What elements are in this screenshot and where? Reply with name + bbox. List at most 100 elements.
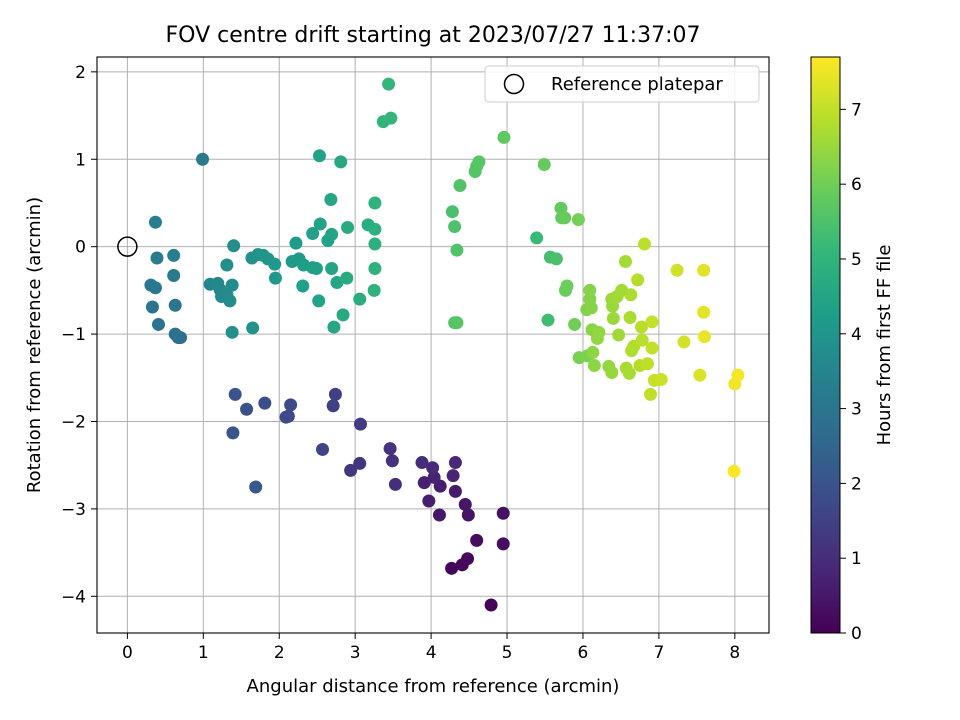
data-point <box>537 158 551 172</box>
y-tick-label: 0 <box>75 238 86 258</box>
data-point <box>697 330 711 344</box>
legend-box <box>484 65 760 103</box>
data-point <box>368 262 382 276</box>
data-point <box>587 359 601 373</box>
data-point <box>325 227 339 241</box>
data-point <box>367 283 381 297</box>
data-point <box>344 463 358 477</box>
data-point <box>312 294 326 308</box>
data-point <box>426 461 440 475</box>
x-tick-label: 2 <box>274 643 285 663</box>
x-axis-ticks: 0 1 2 3 4 5 6 7 8 <box>122 633 740 663</box>
data-point <box>168 327 182 341</box>
data-point <box>353 417 367 431</box>
y-axis-label: Rotation from reference (arcmin) <box>24 197 45 493</box>
data-point <box>586 345 600 359</box>
x-tick-label: 7 <box>653 643 664 663</box>
x-tick-label: 6 <box>578 643 589 663</box>
colorbar-tick-label: 0 <box>851 624 862 644</box>
x-tick-label: 4 <box>426 643 437 663</box>
data-point <box>284 398 298 412</box>
data-point <box>223 294 237 308</box>
data-point <box>549 252 563 266</box>
data-point <box>432 508 446 522</box>
data-point <box>446 469 460 483</box>
data-point <box>472 155 486 169</box>
data-point <box>306 227 320 241</box>
legend-open-circle-marker <box>503 73 525 95</box>
colorbar-gradient <box>810 56 841 634</box>
data-point <box>422 494 436 508</box>
data-point <box>427 470 441 484</box>
data-point <box>448 484 462 498</box>
data-point <box>384 111 398 125</box>
data-point <box>461 508 475 522</box>
data-point <box>697 263 711 277</box>
data-point <box>289 236 303 250</box>
data-point <box>228 387 242 401</box>
colorbar-tick-label: 1 <box>851 549 862 569</box>
data-point <box>496 506 510 520</box>
data-point <box>448 456 462 470</box>
colorbar: 0 1 2 3 4 5 6 7 Hours from first FF file <box>810 56 895 644</box>
x-tick-label: 3 <box>350 643 361 663</box>
data-point <box>268 271 282 285</box>
data-point <box>612 328 626 342</box>
legend-entry-label: Reference platepar <box>551 74 723 95</box>
data-point <box>654 373 668 387</box>
data-point <box>249 480 263 494</box>
data-point <box>227 239 241 253</box>
data-point <box>168 298 182 312</box>
y-axis-ticks: −4 −3 −2 −1 0 1 2 <box>61 63 97 607</box>
data-point <box>368 222 382 236</box>
x-tick-label: 8 <box>729 643 740 663</box>
data-point <box>645 315 659 329</box>
data-point <box>327 320 341 334</box>
data-point <box>368 237 382 251</box>
data-point <box>145 300 159 314</box>
data-point <box>530 231 544 245</box>
data-point <box>279 410 293 424</box>
data-point <box>470 533 484 547</box>
data-point <box>415 456 429 470</box>
data-point <box>148 215 162 229</box>
y-tick-label: 1 <box>75 150 86 170</box>
data-point <box>313 217 327 231</box>
data-point <box>731 368 745 382</box>
grid-lines <box>97 57 769 633</box>
colorbar-tick-label: 6 <box>851 175 862 195</box>
colorbar-ticks: 0 1 2 3 4 5 6 7 <box>840 100 862 644</box>
colorbar-tick-label: 7 <box>851 100 862 120</box>
data-point <box>445 561 459 575</box>
data-point <box>152 317 166 331</box>
data-point <box>450 243 464 257</box>
data-point <box>448 220 462 234</box>
y-tick-label: −3 <box>61 500 86 520</box>
data-point <box>220 258 234 272</box>
data-point <box>268 257 282 271</box>
data-point <box>167 248 181 262</box>
data-point <box>635 333 649 347</box>
plot-frame <box>96 56 770 634</box>
x-axis-label: Angular distance from reference (arcmin) <box>247 676 620 697</box>
data-point <box>382 77 396 91</box>
data-point <box>225 325 239 339</box>
y-tick-label: −1 <box>61 325 86 345</box>
data-point <box>605 366 619 380</box>
data-point <box>568 317 582 331</box>
colorbar-tick-label: 5 <box>851 250 862 270</box>
data-point <box>144 278 158 292</box>
data-point <box>150 251 164 265</box>
data-point <box>606 311 620 325</box>
data-point <box>226 426 240 440</box>
data-point <box>258 396 272 410</box>
x-tick-label: 0 <box>122 643 133 663</box>
data-point <box>670 263 684 277</box>
data-point <box>336 308 350 322</box>
data-point <box>330 276 344 290</box>
data-point <box>167 269 181 283</box>
data-point <box>309 262 323 276</box>
data-point <box>558 211 572 225</box>
data-point <box>461 552 475 566</box>
chart-title: FOV centre drift starting at 2023/07/27 … <box>166 23 701 48</box>
